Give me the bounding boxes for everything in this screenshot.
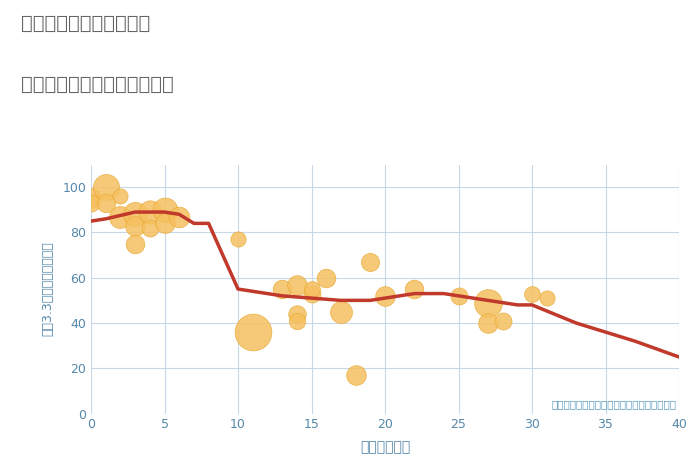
Point xyxy=(247,329,258,336)
Point xyxy=(541,294,552,302)
Text: 築年数別中古マンション価格: 築年数別中古マンション価格 xyxy=(21,75,174,94)
Point xyxy=(482,319,493,327)
Point xyxy=(365,258,376,266)
Point xyxy=(306,290,317,298)
Point xyxy=(526,290,538,298)
Point xyxy=(144,208,155,216)
Point xyxy=(159,206,170,213)
Point xyxy=(306,285,317,293)
Point xyxy=(379,292,391,299)
Point xyxy=(85,199,97,207)
Point xyxy=(130,222,141,229)
Point xyxy=(85,195,97,202)
Point xyxy=(335,308,346,315)
Point xyxy=(276,285,288,293)
Point xyxy=(130,240,141,248)
Point xyxy=(321,274,332,282)
Y-axis label: 坪（3.3㎡）単価（万円）: 坪（3.3㎡）単価（万円） xyxy=(41,242,54,337)
Point xyxy=(174,213,185,220)
Point xyxy=(232,235,244,243)
Point xyxy=(291,281,302,288)
Point xyxy=(130,211,141,218)
Point xyxy=(291,310,302,318)
Point xyxy=(144,224,155,232)
Text: 円の大きさは、取引のあった物件面積を示す: 円の大きさは、取引のあった物件面積を示す xyxy=(551,399,676,409)
Point xyxy=(159,219,170,227)
Point xyxy=(482,299,493,306)
Point xyxy=(115,213,126,220)
Point xyxy=(291,317,302,324)
Point xyxy=(100,199,111,207)
Point xyxy=(497,317,508,324)
Point xyxy=(453,292,464,299)
Point xyxy=(409,285,420,293)
Point xyxy=(100,183,111,191)
X-axis label: 築年数（年）: 築年数（年） xyxy=(360,440,410,454)
Point xyxy=(350,371,361,379)
Point xyxy=(115,192,126,200)
Text: 三重県桑名市多度町柚井: 三重県桑名市多度町柚井 xyxy=(21,14,150,33)
